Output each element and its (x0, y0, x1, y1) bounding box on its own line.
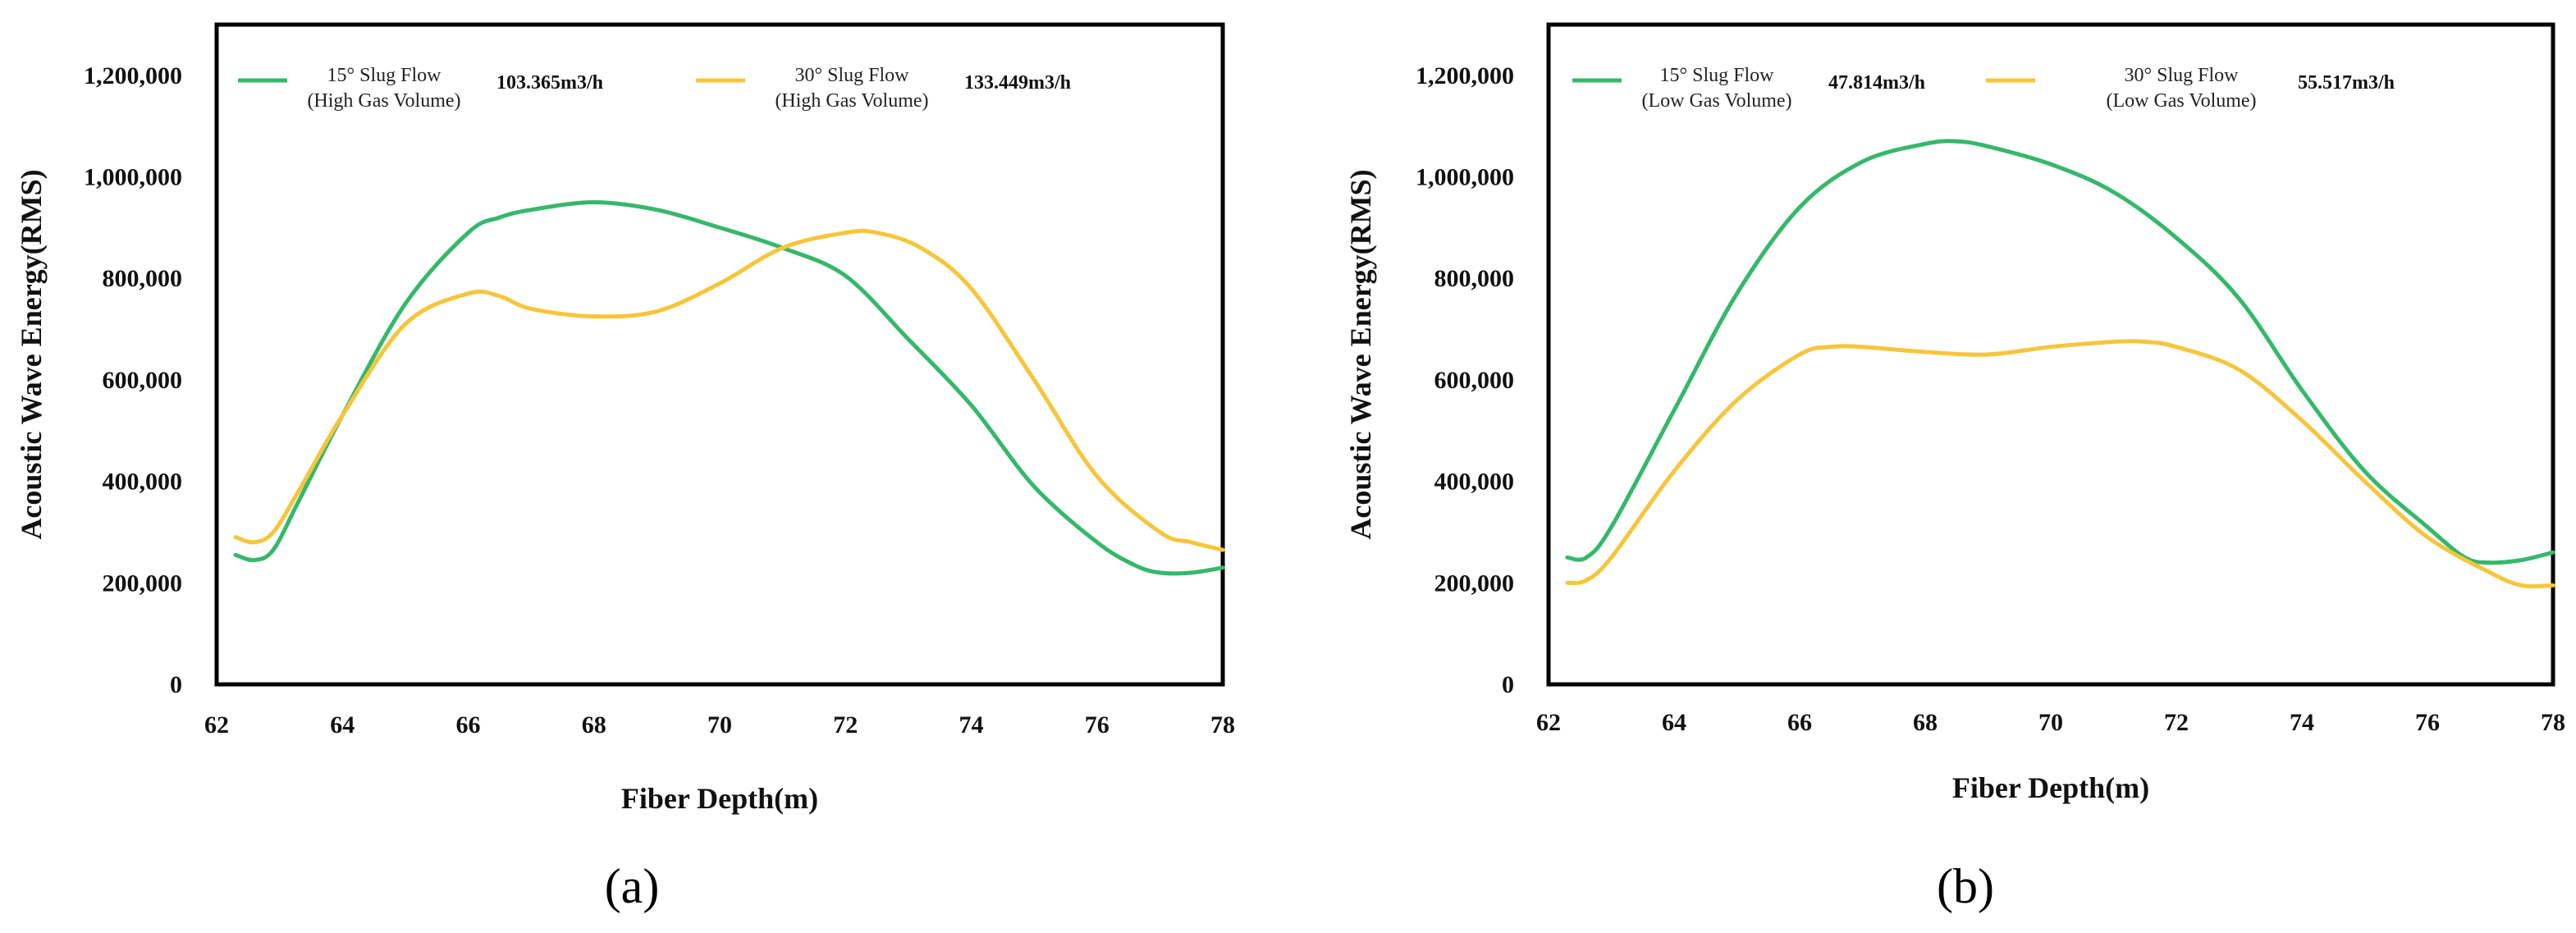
y-tick-labels: 0 200,000 400,000 600,000 800,000 1,000,000 1,… (84, 62, 182, 698)
legend-flow-30deg: 133.449m3/h (964, 72, 1071, 94)
y-axis-label: Acoustic Wave Energy(RMS) (1344, 169, 1377, 539)
y-axis-label: Acoustic Wave Energy(RMS) (15, 169, 48, 539)
legend-label-30deg-line2: (High Gas Volume) (775, 90, 928, 112)
x-tick-label: 72 (2164, 709, 2189, 736)
x-tick-label: 64 (1662, 709, 1686, 736)
x-tick-labels: 62 64 66 68 70 72 74 76 78 (204, 711, 1235, 739)
legend-flow-15deg: 103.365m3/h (496, 72, 603, 94)
legend-flow-15deg: 47.814m3/h (1828, 72, 1925, 94)
y-tick-label: 200,000 (103, 569, 183, 597)
plot-frame (214, 22, 1225, 687)
legend-label-30deg-line1: 30° Slug Flow (2125, 65, 2240, 86)
series-line-15deg (1565, 139, 2555, 565)
x-tick-label: 76 (1085, 711, 1110, 739)
plot-frame (1546, 22, 2555, 687)
legend-label-30deg-line1: 30° Slug Flow (795, 65, 910, 86)
y-tick-label: 200,000 (1434, 569, 1515, 597)
legend-label-30deg-line2: (Low Gas Volume) (2106, 90, 2256, 112)
x-tick-labels: 62 64 66 68 70 72 74 76 78 (1536, 709, 2565, 736)
x-tick-label: 66 (456, 711, 481, 739)
series-line-15deg (233, 200, 1225, 576)
x-tick-label: 78 (2541, 709, 2565, 736)
panel-label-a: (a) (605, 859, 660, 913)
x-axis-label: Fiber Depth(m) (1952, 771, 2149, 804)
series-lines (233, 200, 1225, 576)
x-tick-label: 74 (2290, 709, 2314, 736)
legend: 15° Slug Flow (High Gas Volume) 103.365m… (238, 65, 1071, 112)
y-tick-label: 1,200,000 (1416, 62, 1514, 89)
legend-flow-30deg: 55.517m3/h (2298, 72, 2395, 94)
x-tick-label: 76 (2415, 709, 2440, 736)
y-tick-label: 600,000 (103, 367, 183, 394)
y-tick-label: 800,000 (103, 265, 183, 292)
series-line-30deg (1565, 339, 2555, 589)
legend-label-15deg-line1: 15° Slug Flow (1660, 65, 1775, 86)
legend: 15° Slug Flow (Low Gas Volume) 47.814m3/… (1572, 65, 2395, 112)
chart-panel-a: Acoustic Wave Energy(RMS) Fiber Depth(m)… (15, 22, 1235, 913)
panel-label-b: (b) (1937, 859, 1994, 913)
y-tick-labels: 0 200,000 400,000 600,000 800,000 1,000,000 1,… (1416, 62, 1514, 698)
y-tick-label: 800,000 (1434, 265, 1515, 292)
legend-label-15deg-line2: (High Gas Volume) (307, 90, 460, 112)
x-tick-label: 68 (1913, 709, 1938, 736)
y-tick-label: 1,000,000 (84, 164, 182, 191)
legend-label-15deg-line1: 15° Slug Flow (327, 65, 442, 86)
y-tick-label: 400,000 (1434, 469, 1515, 496)
x-tick-label: 62 (204, 711, 229, 739)
x-tick-label: 72 (833, 711, 858, 739)
x-tick-label: 70 (2038, 709, 2063, 736)
x-axis-label: Fiber Depth(m) (621, 782, 818, 815)
x-tick-label: 74 (959, 711, 984, 739)
x-tick-label: 70 (707, 711, 732, 739)
series-line-30deg (233, 228, 1225, 552)
y-tick-label: 0 (170, 671, 182, 698)
series-lines (1565, 139, 2555, 589)
x-tick-label: 68 (582, 711, 606, 739)
legend-label-15deg-line2: (Low Gas Volume) (1641, 90, 1791, 112)
y-tick-label: 0 (1502, 671, 1514, 698)
y-tick-label: 1,200,000 (84, 62, 182, 89)
x-tick-label: 66 (1787, 709, 1812, 736)
y-tick-label: 400,000 (103, 469, 183, 496)
y-tick-label: 600,000 (1434, 367, 1515, 394)
y-tick-label: 1,000,000 (1416, 164, 1514, 191)
x-tick-label: 64 (330, 711, 355, 739)
chart-panel-b: Acoustic Wave Energy(RMS) Fiber Depth(m)… (1344, 22, 2565, 913)
x-tick-label: 78 (1210, 711, 1235, 739)
x-tick-label: 62 (1536, 709, 1561, 736)
